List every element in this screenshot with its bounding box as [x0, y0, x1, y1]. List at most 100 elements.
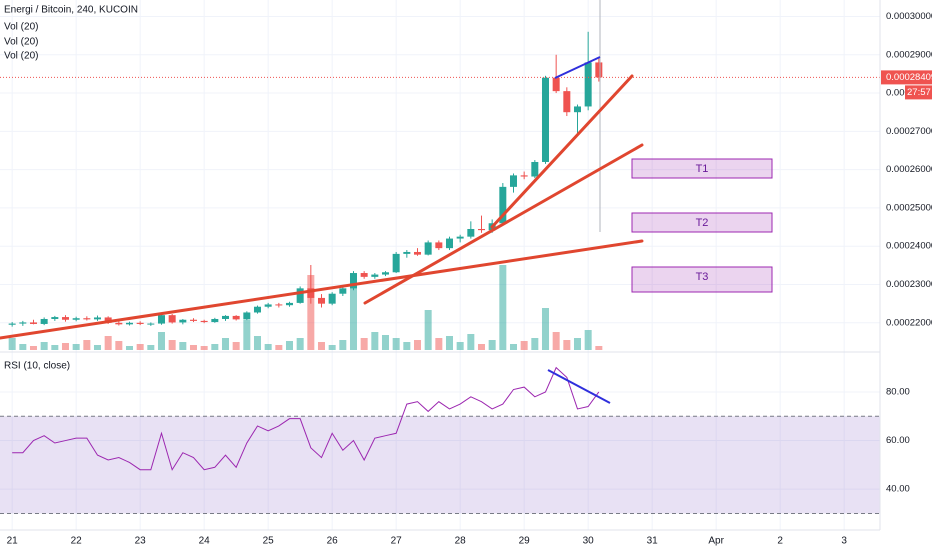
volume-bar	[424, 310, 432, 350]
rsi-divergence-line	[547, 369, 611, 404]
volume-bar	[584, 330, 592, 350]
candle-body	[125, 322, 133, 325]
candle-body	[232, 315, 240, 320]
candle-body	[72, 318, 80, 320]
candle-body	[157, 315, 165, 324]
volume-bar	[275, 345, 283, 350]
candle-body	[264, 304, 272, 307]
volume-bar	[125, 346, 133, 350]
x-tick-label: 29	[519, 536, 531, 547]
y-tick-label: 0.00029000	[886, 49, 932, 60]
volume-bar	[8, 338, 16, 350]
y-tick-label: 40.00	[886, 484, 910, 495]
target-box	[631, 158, 773, 179]
trendlines	[0, 74, 644, 340]
x-tick-label: 30	[583, 536, 595, 547]
x-tick-label: 26	[327, 536, 339, 547]
candle-body	[328, 293, 336, 304]
volume-bar	[40, 342, 48, 350]
grid	[0, 0, 880, 530]
y-tick-label: 0.00025000	[886, 202, 932, 213]
volume-bar	[179, 342, 187, 350]
x-tick-label: 28	[455, 536, 467, 547]
target-box	[631, 266, 773, 293]
volume-bar	[349, 275, 357, 350]
volume-bar	[285, 341, 293, 350]
x-tick-label: 3	[841, 536, 847, 547]
candle-body	[392, 253, 400, 273]
candle-body	[296, 288, 304, 303]
last-price-box	[881, 70, 932, 85]
volume-bar	[381, 335, 389, 350]
volume-bar	[136, 344, 144, 350]
volume-bar	[29, 346, 37, 350]
x-tick-label: 25	[263, 536, 275, 547]
volume-bar	[435, 338, 443, 350]
candle-body	[115, 322, 123, 325]
rsi-pane	[0, 366, 880, 514]
x-tick-label: 22	[71, 536, 83, 547]
candle-body	[8, 323, 16, 325]
volume-bar	[488, 340, 496, 350]
volume-bar	[509, 344, 517, 350]
candle-body	[200, 320, 208, 323]
volume-bar	[456, 342, 464, 350]
volume-bar	[445, 336, 453, 350]
volume-bar	[189, 345, 197, 350]
candle-body	[445, 238, 453, 249]
volume-bar	[541, 308, 549, 350]
candle-body	[424, 242, 432, 255]
volume-bar	[104, 336, 112, 350]
rsi-title: RSI (10, close)	[4, 361, 70, 372]
y-tick-label: 0.00023000	[886, 279, 932, 290]
volume-bar	[168, 340, 176, 350]
x-tick-label: 31	[647, 536, 659, 547]
target-box	[631, 212, 773, 233]
candle-body	[531, 161, 539, 177]
candle-body	[499, 186, 507, 224]
rsi-line	[12, 366, 600, 471]
candle-body	[381, 272, 389, 275]
candle-body	[168, 315, 176, 323]
volume-bar	[499, 265, 507, 350]
y-tick-label: 0.00030000	[886, 11, 932, 22]
y-tick-label: 80.00	[886, 386, 910, 397]
candle-body	[189, 319, 197, 321]
target-boxes: T1 T2 T3	[631, 158, 773, 293]
candles	[0, 31, 880, 327]
x-tick-label: Apr	[708, 536, 724, 547]
candle-body	[285, 302, 293, 306]
indicator-label: Vol (20)	[4, 22, 38, 33]
candle-body	[467, 228, 475, 237]
candle-body	[563, 91, 571, 113]
volume-bar	[157, 332, 165, 350]
volume-bar	[253, 336, 261, 350]
volume-bar	[221, 338, 229, 350]
volume-bar	[573, 338, 581, 350]
candle-body	[435, 242, 443, 249]
indicator-label: Vol (20)	[4, 51, 38, 62]
target-label: T2	[696, 217, 709, 229]
volume-bar	[51, 345, 59, 350]
candle-body	[211, 318, 219, 323]
target-label: T1	[696, 163, 709, 175]
volume-bar	[563, 340, 571, 350]
volume-bar	[72, 344, 80, 350]
volume-bar	[147, 345, 155, 350]
volume-bar	[61, 343, 69, 350]
candle-body	[93, 317, 101, 320]
candle-body	[221, 315, 229, 319]
candle-body	[104, 317, 112, 323]
volume-bar	[93, 345, 101, 350]
rsi-band-fill	[0, 416, 880, 514]
candle-body	[403, 251, 411, 254]
candle-body	[456, 236, 464, 239]
volume	[8, 265, 603, 350]
volume-bar	[531, 338, 539, 350]
volume-bar	[232, 342, 240, 350]
candle-body	[19, 322, 27, 324]
candle-body	[253, 306, 261, 313]
candle-body	[243, 312, 251, 320]
volume-bar	[211, 344, 219, 350]
candle-body	[40, 318, 48, 324]
